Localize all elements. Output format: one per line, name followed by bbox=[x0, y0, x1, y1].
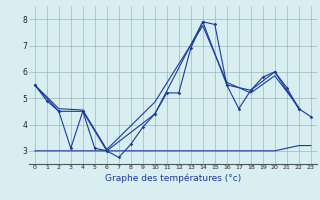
X-axis label: Graphe des températures (°c): Graphe des températures (°c) bbox=[105, 173, 241, 183]
